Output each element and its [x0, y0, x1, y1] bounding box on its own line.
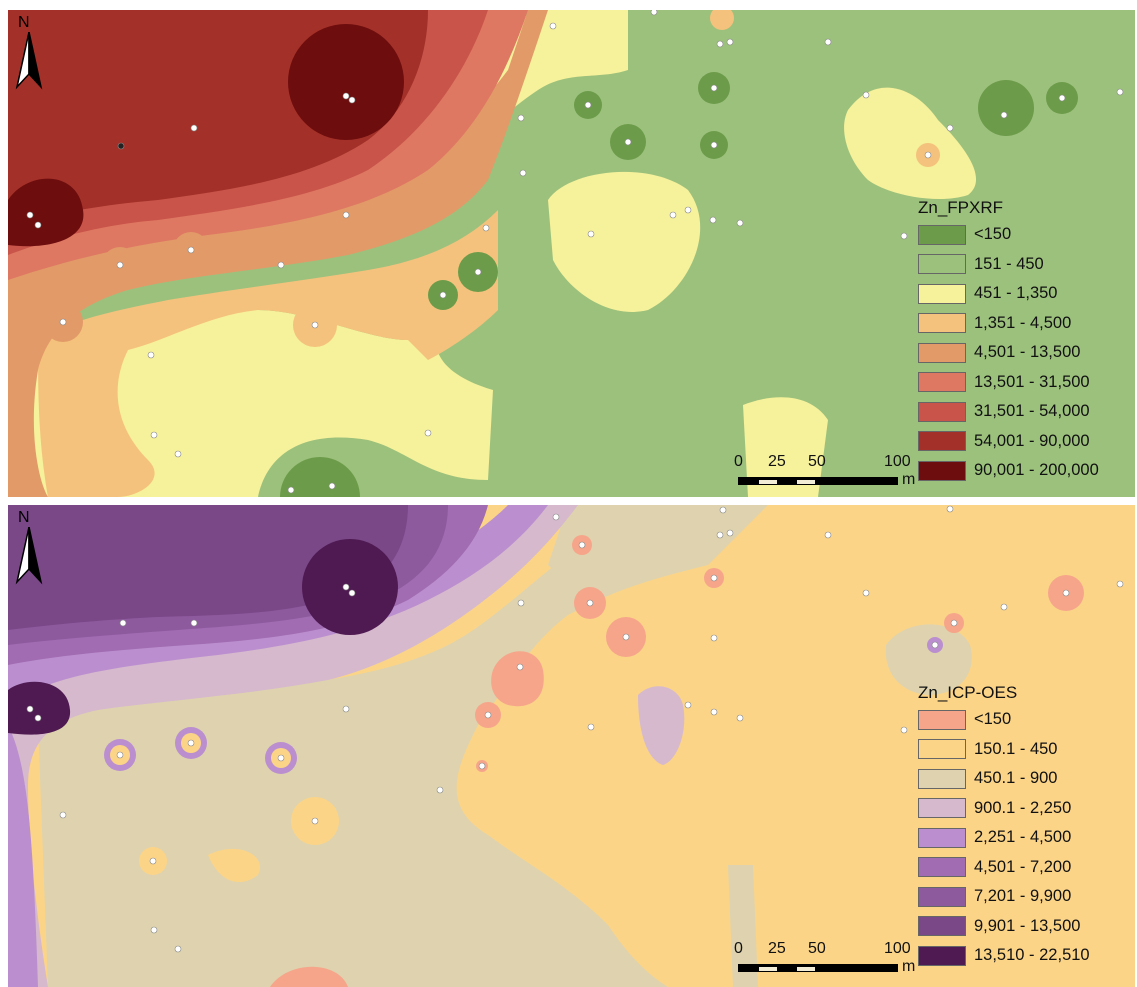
legend-label: 90,001 - 200,000: [974, 461, 1099, 480]
legend-swatch: [918, 857, 966, 878]
legend-item: 4,501 - 13,500: [918, 338, 1099, 368]
north-arrow-icon: [15, 527, 43, 585]
legend-label: 54,001 - 90,000: [974, 431, 1090, 450]
legend-swatch: [918, 945, 966, 966]
legend-swatch: [918, 886, 966, 907]
legend-label: 31,501 - 54,000: [974, 402, 1090, 421]
legend-item: 54,001 - 90,000: [918, 427, 1099, 457]
legend-label: <150: [974, 225, 1012, 244]
zn-fpxrf-map-panel: N Zn_FPXRF <150 151 - 450 451 - 1,350 1,351…: [8, 10, 1135, 497]
north-arrow-label: N: [18, 14, 30, 31]
legend-label: 451 - 1,350: [974, 284, 1058, 303]
legend-swatch: [918, 283, 966, 304]
legend-label: 7,201 - 9,900: [974, 887, 1072, 906]
legend-item: 451 - 1,350: [918, 279, 1099, 309]
scale-unit: m: [902, 958, 916, 975]
legend-swatch: [918, 254, 966, 275]
legend-item: <150: [918, 705, 1090, 735]
scale-bar: 0 25 50 100 m: [734, 453, 944, 493]
legend-item: 151 - 450: [918, 250, 1099, 280]
north-arrow-label: N: [18, 509, 30, 526]
legend-swatch: [918, 916, 966, 937]
legend-item: 150.1 - 450: [918, 735, 1090, 765]
legend-swatch: [918, 827, 966, 848]
scale-label-25: 25: [768, 940, 786, 957]
legend-swatch: [918, 342, 966, 363]
legend-label: 150.1 - 450: [974, 739, 1058, 758]
legend-label: <150: [974, 710, 1012, 729]
legend-item: 2,251 - 4,500: [918, 823, 1090, 853]
legend-item: 7,201 - 9,900: [918, 882, 1090, 912]
legend-label: 151 - 450: [974, 254, 1044, 273]
legend-item: 13,501 - 31,500: [918, 368, 1099, 398]
legend-item: 13,510 - 22,510: [918, 941, 1090, 971]
legend-swatch: [918, 313, 966, 334]
legend-label: 4,501 - 7,200: [974, 857, 1072, 876]
legend-title: Zn_ICP-OES: [918, 683, 1018, 702]
legend-item: 9,901 - 13,500: [918, 912, 1090, 942]
scale-bar-graphic: [738, 964, 898, 972]
north-arrow-icon: [15, 32, 43, 90]
legend: Zn_FPXRF <150 151 - 450 451 - 1,350 1,351 -…: [918, 196, 1099, 486]
legend-swatch: [918, 401, 966, 422]
scale-label-50: 50: [808, 940, 826, 957]
scale-bar-graphic: [738, 477, 898, 485]
legend-label: 13,510 - 22,510: [974, 946, 1090, 965]
scale-unit: m: [902, 471, 916, 488]
scale-bar: 0 25 50 100 m: [734, 940, 944, 980]
legend-swatch: [918, 372, 966, 393]
legend-label: 1,351 - 4,500: [974, 313, 1072, 332]
legend-label: 13,501 - 31,500: [974, 372, 1090, 391]
legend-swatch: [918, 709, 966, 730]
zn-icp-oes-map-panel: N Zn_ICP-OES <150 150.1 - 450 450.1 - 900 9…: [8, 505, 1135, 987]
legend-item: <150: [918, 220, 1099, 250]
legend-item: 90,001 - 200,000: [918, 456, 1099, 486]
scale-label-25: 25: [768, 453, 786, 470]
legend-title: Zn_FPXRF: [918, 198, 1004, 217]
scale-label-0: 0: [734, 940, 743, 957]
legend-item: 31,501 - 54,000: [918, 397, 1099, 427]
legend-swatch: [918, 431, 966, 452]
zn-fpxrf-map: [8, 10, 1135, 497]
legend-item: 900.1 - 2,250: [918, 794, 1090, 824]
scale-label-100: 100: [884, 453, 911, 470]
legend-swatch: [918, 798, 966, 819]
legend-label: 4,501 - 13,500: [974, 343, 1081, 362]
scale-label-50: 50: [808, 453, 826, 470]
legend-label: 9,901 - 13,500: [974, 916, 1081, 935]
legend-swatch: [918, 224, 966, 245]
scale-label-0: 0: [734, 453, 743, 470]
legend-label: 2,251 - 4,500: [974, 828, 1072, 847]
legend-swatch: [918, 739, 966, 760]
legend-label: 900.1 - 2,250: [974, 798, 1072, 817]
legend-swatch: [918, 768, 966, 789]
legend-item: 1,351 - 4,500: [918, 309, 1099, 339]
legend-item: 450.1 - 900: [918, 764, 1090, 794]
legend-item: 4,501 - 7,200: [918, 853, 1090, 883]
legend-swatch: [918, 460, 966, 481]
legend-label: 450.1 - 900: [974, 769, 1058, 788]
scale-label-100: 100: [884, 940, 911, 957]
legend: Zn_ICP-OES <150 150.1 - 450 450.1 - 900 900…: [918, 681, 1090, 971]
